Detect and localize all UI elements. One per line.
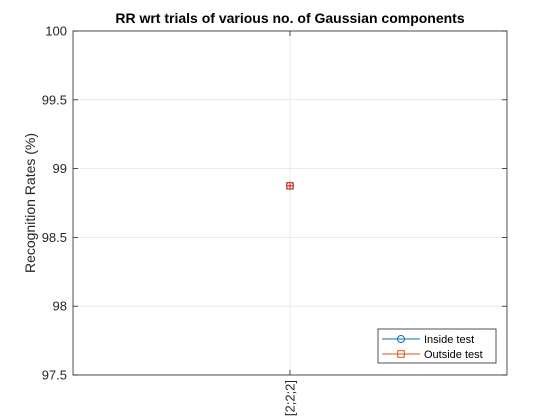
legend-label: Inside test (424, 334, 474, 346)
y-tick-label: 98 (53, 299, 67, 314)
legend-box (377, 328, 497, 364)
y-tick-label: 100 (45, 24, 67, 39)
legend: Inside test Outside test (377, 328, 497, 364)
legend-marker-square (397, 350, 405, 358)
legend-marker-circle (397, 335, 405, 343)
x-tick-label: [2;2;2] (283, 380, 298, 416)
axis-ticks: 97.5 98 98.5 99 99.5 100 [2;2;2] (42, 24, 507, 416)
y-tick-label: 98.5 (42, 230, 67, 245)
y-tick-label: 97.5 (42, 368, 67, 383)
legend-label: Outside test (424, 349, 483, 361)
y-tick-label: 99 (53, 161, 67, 176)
y-axis-label: Recognition Rates (%) (22, 133, 38, 273)
y-tick-label: 99.5 (42, 92, 67, 107)
series-layer (286, 181, 294, 190)
chart-title: RR wrt trials of various no. of Gaussian… (115, 10, 464, 26)
